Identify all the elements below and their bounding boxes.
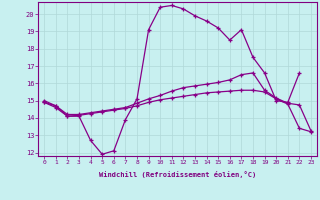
X-axis label: Windchill (Refroidissement éolien,°C): Windchill (Refroidissement éolien,°C) xyxy=(99,171,256,178)
